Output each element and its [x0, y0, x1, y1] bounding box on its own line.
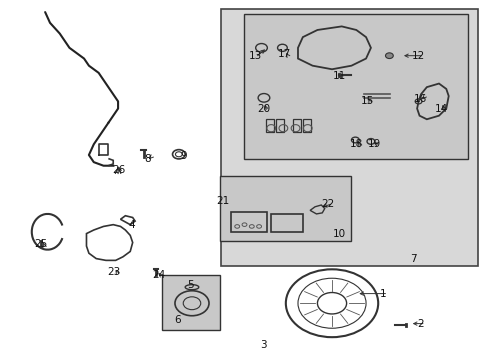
Text: 8: 8 [143, 154, 150, 163]
Text: 4: 4 [128, 220, 135, 230]
Text: 5: 5 [186, 280, 193, 291]
Text: 20: 20 [257, 104, 270, 114]
Text: 24: 24 [151, 270, 165, 280]
FancyBboxPatch shape [221, 9, 477, 266]
Text: 17: 17 [277, 49, 290, 59]
Text: 6: 6 [174, 315, 181, 325]
Text: 25: 25 [35, 239, 48, 249]
FancyBboxPatch shape [243, 14, 467, 158]
Text: 13: 13 [248, 51, 261, 61]
FancyBboxPatch shape [220, 176, 351, 241]
Text: 2: 2 [416, 319, 423, 329]
Text: 3: 3 [260, 340, 267, 350]
Text: 18: 18 [349, 139, 362, 149]
Text: 21: 21 [216, 197, 229, 206]
Text: 16: 16 [413, 94, 426, 104]
Text: 14: 14 [434, 104, 447, 113]
Text: 7: 7 [409, 254, 416, 264]
Text: 15: 15 [360, 96, 373, 106]
Text: 12: 12 [411, 51, 425, 61]
Text: 11: 11 [332, 71, 345, 81]
FancyBboxPatch shape [162, 275, 220, 330]
Circle shape [385, 53, 392, 59]
Text: 19: 19 [367, 139, 381, 149]
Text: 22: 22 [321, 199, 334, 209]
Text: 1: 1 [379, 289, 386, 298]
Text: 23: 23 [107, 267, 121, 277]
Text: 26: 26 [112, 165, 125, 175]
Text: 9: 9 [180, 151, 186, 161]
Text: 10: 10 [332, 229, 345, 239]
